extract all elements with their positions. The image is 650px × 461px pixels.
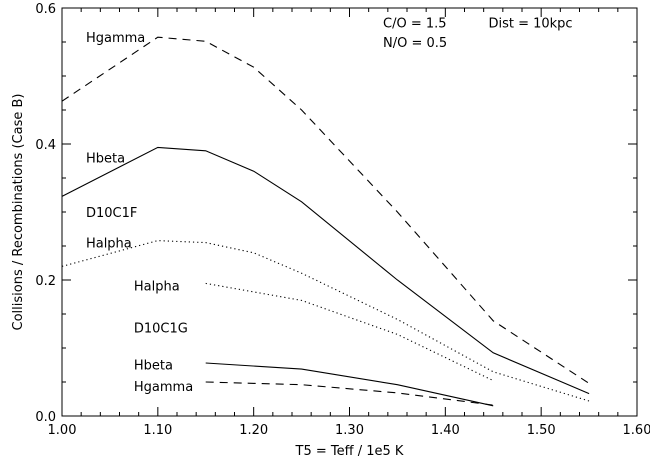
series-label-d10c1f-hgamma: Hgamma [86, 31, 145, 46]
axis-ticks: 1.00 1.10 1.20 1.30 1.40 1.50 1.60 0.0 0.2 0.4 0.6 [35, 2, 650, 438]
series-lines [61, 36, 590, 407]
annotation: Dist = 10kpc [488, 16, 572, 31]
y-tick-label: 0.2 [35, 274, 56, 289]
y-axis-label: Collisions / Recombinations (Case B) [11, 94, 26, 331]
series-line-d10c1g-hgamma [205, 381, 494, 406]
x-tick-label: 1.10 [143, 423, 172, 438]
series-line-d10c1f-halpha [61, 240, 590, 402]
series-label-d10c1g-hbeta: Hbeta [134, 358, 173, 373]
series-label-d10c1g-hgamma: Hgamma [134, 380, 193, 395]
annotation: D10C1G [134, 322, 188, 337]
chart-labels: Hgamma Hbeta Halpha Halpha Hbeta Hgamma C/O = … [86, 16, 573, 395]
annotation: N/O = 0.5 [383, 36, 447, 51]
x-tick-label: 1.50 [527, 423, 556, 438]
series-line-d10c1g-hbeta [205, 362, 494, 407]
x-tick-label: 1.20 [239, 423, 268, 438]
y-tick-label: 0.0 [35, 410, 56, 425]
y-tick-label: 0.6 [35, 2, 56, 17]
series-label-d10c1f-hbeta: Hbeta [86, 152, 125, 167]
annotation: D10C1F [86, 206, 137, 221]
series-label-d10c1g-halpha: Halpha [134, 279, 180, 294]
series-line-d10c1f-hbeta [61, 146, 590, 395]
annotation: C/O = 1.5 [383, 16, 447, 31]
y-tick-label: 0.4 [35, 138, 56, 153]
x-tick-label: 1.30 [335, 423, 364, 438]
x-tick-label: 1.00 [48, 423, 77, 438]
x-tick-label: 1.60 [623, 423, 650, 438]
series-label-d10c1f-halpha: Halpha [86, 237, 132, 252]
series-line-d10c1g-halpha [205, 282, 494, 382]
plot-frame [61, 7, 638, 417]
x-tick-label: 1.40 [431, 423, 460, 438]
x-axis-label: T5 = Teff / 1e5 K [295, 444, 404, 459]
